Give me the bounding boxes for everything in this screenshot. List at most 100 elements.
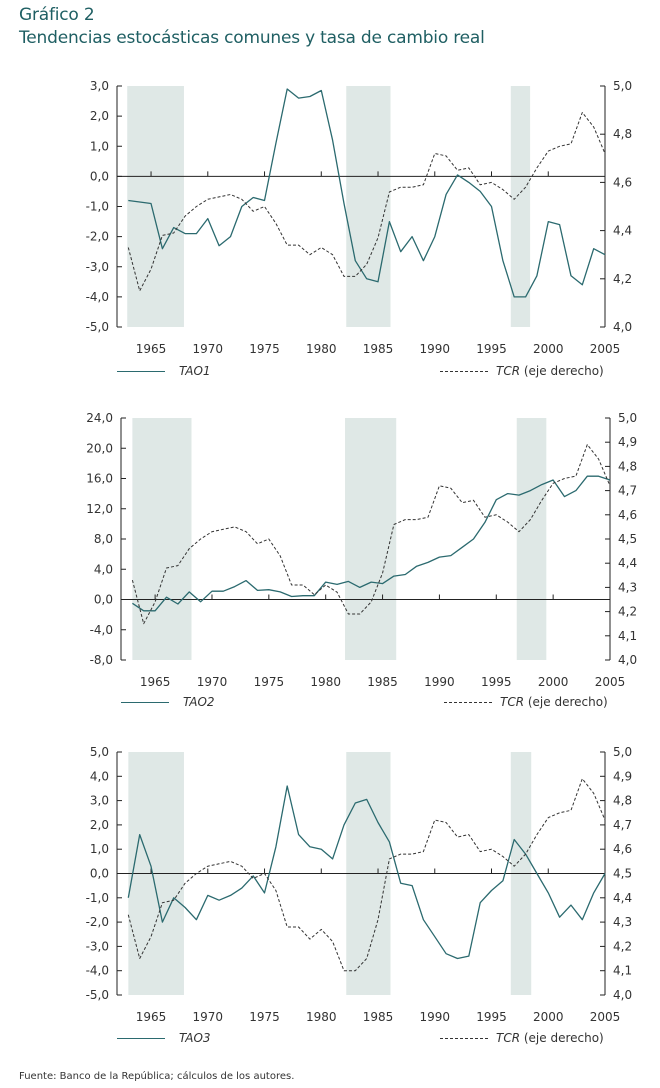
legend-label-tao2: TAO2 bbox=[183, 695, 215, 709]
series-line-tao2 bbox=[132, 475, 611, 612]
series-line-tao1 bbox=[128, 88, 606, 298]
right-axis-tick-label: 4,2 bbox=[613, 272, 632, 286]
left-axis-tick-label: -4,0 bbox=[86, 964, 109, 978]
shaded-period-2 bbox=[345, 418, 397, 660]
right-axis-tick-label: 4,6 bbox=[613, 175, 632, 189]
legend-dashed-swatch bbox=[444, 702, 492, 703]
legend-label-tcr: TCR bbox=[496, 364, 521, 378]
x-axis-tick-label: 2000 bbox=[533, 342, 564, 356]
left-axis-tick-label: -4,0 bbox=[86, 290, 109, 304]
right-axis-tick-label: 4,0 bbox=[613, 988, 632, 1002]
right-axis-tick-label: 4,5 bbox=[618, 532, 637, 546]
legend-solid-swatch bbox=[117, 1038, 165, 1039]
legend-tao1: TAO1 bbox=[117, 364, 211, 378]
x-axis-tick-label: 1990 bbox=[419, 1010, 450, 1024]
chart-tao3: 5,0 4,0 3,0 2,0 1,0 0,0 -1,0 -2,0 -3,0 -4,0 -5,0 5,… bbox=[86, 745, 633, 1045]
x-axis-tick-label: 1990 bbox=[424, 675, 455, 689]
x-axis-tick-label: 1975 bbox=[254, 675, 285, 689]
x-axis-tick-label: 2000 bbox=[533, 1010, 564, 1024]
chart-tao3-svg: 5,0 4,0 3,0 2,0 1,0 0,0 -1,0 -2,0 -3,0 -4,0 -5,0 5,… bbox=[86, 745, 633, 1024]
x-axis-tick-label: 1965 bbox=[136, 342, 167, 356]
x-axis-tick-label: 1970 bbox=[197, 675, 228, 689]
legend-label-tcr: TCR bbox=[500, 695, 525, 709]
left-axis-tick-label: -1,0 bbox=[86, 200, 109, 214]
right-axis-tick-label: 4,4 bbox=[613, 224, 632, 238]
figure-number: Gráfico 2 bbox=[19, 5, 95, 25]
left-axis-tick-label: 24,0 bbox=[86, 411, 113, 425]
right-axis-tick-label: 4,8 bbox=[618, 459, 637, 473]
left-axis-tick-label: -5,0 bbox=[86, 320, 109, 334]
series-line-tcr bbox=[127, 778, 606, 972]
legend-tao3: TAO3 bbox=[117, 1031, 211, 1045]
left-axis-tick-label: 2,0 bbox=[90, 818, 109, 832]
legend-tcr: TCR (eje derecho) bbox=[440, 1031, 604, 1045]
right-axis-tick-label: 4,1 bbox=[613, 964, 632, 978]
left-axis-tick-label: -5,0 bbox=[86, 988, 109, 1002]
shaded-period-1 bbox=[127, 86, 184, 327]
x-axis-tick-label: 1965 bbox=[140, 675, 171, 689]
left-axis-tick-label: 16,0 bbox=[86, 472, 113, 486]
right-axis-tick-label: 4,4 bbox=[613, 891, 632, 905]
x-axis-tick-label: 1995 bbox=[476, 1010, 507, 1024]
x-axis-tick-label: 1970 bbox=[193, 1010, 224, 1024]
x-axis-tick-label: 2000 bbox=[538, 675, 569, 689]
right-axis-tick-label: 4,3 bbox=[618, 580, 637, 594]
legend-label-tcr-note: (eje derecho) bbox=[520, 364, 604, 378]
right-axis-tick-label: 4,6 bbox=[613, 842, 632, 856]
left-axis-tick-label: 0,0 bbox=[94, 593, 113, 607]
left-axis-tick-label: -1,0 bbox=[86, 891, 109, 905]
left-axis-tick-label: -2,0 bbox=[86, 230, 109, 244]
x-axis-tick-label: 1975 bbox=[249, 342, 280, 356]
left-axis-tick-label: 12,0 bbox=[86, 502, 113, 516]
x-axis-tick-label: 2005 bbox=[590, 1010, 621, 1024]
left-axis-tick-label: 20,0 bbox=[86, 441, 113, 455]
chart-tao1: 3,0 2,0 1,0 0,0 -1,0 -2,0 -3,0 -4,0 -5,0 5,0 4,8 4,… bbox=[0, 0, 660, 390]
shaded-period-2 bbox=[346, 86, 391, 327]
x-axis-tick-label: 1975 bbox=[249, 1010, 280, 1024]
left-axis-tick-label: -4,0 bbox=[90, 623, 113, 637]
left-axis-tick-label: 4,0 bbox=[90, 769, 109, 783]
left-axis-tick-label: 0,0 bbox=[90, 867, 109, 881]
chart-tao1-svg: 3,0 2,0 1,0 0,0 -1,0 -2,0 -3,0 -4,0 -5,0 5,0 4,8 4,… bbox=[86, 79, 633, 356]
legend-tcr: TCR (eje derecho) bbox=[440, 364, 604, 378]
right-axis-tick-label: 4,8 bbox=[613, 794, 632, 808]
legend-label-tcr-note: (eje derecho) bbox=[520, 1031, 604, 1045]
legend-dashed-swatch bbox=[440, 1038, 488, 1039]
x-axis-tick-label: 1985 bbox=[363, 342, 394, 356]
x-axis-tick-label: 1980 bbox=[306, 342, 337, 356]
left-axis-tick-label: 3,0 bbox=[90, 794, 109, 808]
right-axis-tick-label: 4,7 bbox=[613, 818, 632, 832]
right-axis-tick-label: 4,3 bbox=[613, 915, 632, 929]
chart-tao2-svg: 24,0 20,0 16,0 12,0 8,0 4,0 0,0 -4,0 -8,0 5,0 4,9 4… bbox=[86, 411, 637, 689]
series-line-tcr bbox=[127, 112, 606, 292]
x-axis-tick-label: 1995 bbox=[476, 342, 507, 356]
right-axis-tick-label: 4,0 bbox=[618, 653, 637, 667]
right-axis-tick-label: 4,4 bbox=[618, 556, 637, 570]
right-axis-tick-label: 4,7 bbox=[618, 484, 637, 498]
x-axis-tick-label: 1970 bbox=[193, 342, 224, 356]
legend-label-tcr-note: (eje derecho) bbox=[524, 695, 608, 709]
legend-label-tao3: TAO3 bbox=[179, 1031, 211, 1045]
x-axis-tick-label: 1990 bbox=[419, 342, 450, 356]
left-axis-tick-label: -3,0 bbox=[86, 260, 109, 274]
legend-tao2: TAO2 bbox=[121, 695, 215, 709]
left-axis-tick-label: -3,0 bbox=[86, 939, 109, 953]
right-axis-tick-label: 4,0 bbox=[613, 320, 632, 334]
left-axis-tick-label: 0,0 bbox=[90, 169, 109, 183]
left-axis-tick-label: 1,0 bbox=[90, 842, 109, 856]
legend-dashed-swatch bbox=[440, 371, 488, 372]
x-axis-tick-label: 1965 bbox=[136, 1010, 167, 1024]
left-axis-tick-label: 3,0 bbox=[90, 79, 109, 93]
x-axis-tick-label: 2005 bbox=[595, 675, 626, 689]
left-axis-tick-label: 8,0 bbox=[94, 532, 113, 546]
left-axis-tick-label: 4,0 bbox=[94, 562, 113, 576]
left-axis-tick-label: 5,0 bbox=[90, 745, 109, 759]
x-axis-tick-label: 2005 bbox=[590, 342, 621, 356]
right-axis-tick-label: 4,2 bbox=[613, 939, 632, 953]
left-axis-tick-label: 2,0 bbox=[90, 109, 109, 123]
figure-subtitle: Tendencias estocásticas comunes y tasa d… bbox=[19, 28, 485, 48]
x-axis-tick-label: 1980 bbox=[306, 1010, 337, 1024]
right-axis-tick-label: 5,0 bbox=[613, 79, 632, 93]
chart-tao2: 24,0 20,0 16,0 12,0 8,0 4,0 0,0 -4,0 -8,0 5,0 4,9 4… bbox=[86, 411, 637, 709]
legend-solid-swatch bbox=[121, 702, 169, 703]
